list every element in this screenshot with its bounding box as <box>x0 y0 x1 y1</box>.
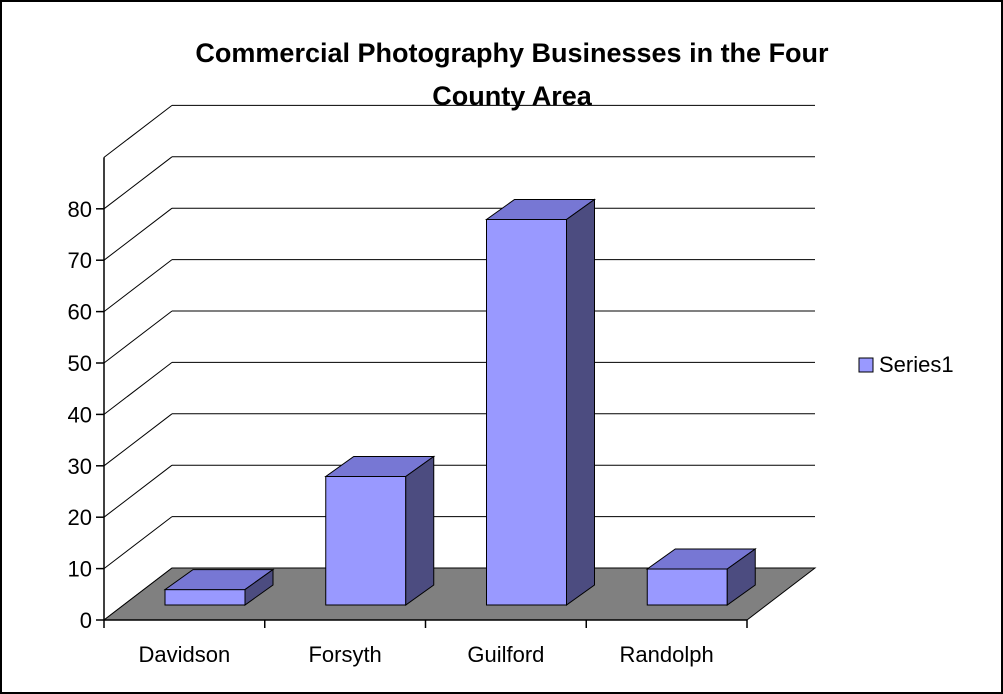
bar-davidson <box>164 589 246 606</box>
y-tick-label-20: 20 <box>68 505 92 530</box>
y-tick-label-0: 0 <box>80 608 92 633</box>
y-tick-label-70: 70 <box>68 248 92 273</box>
wall-diagonal-50 <box>103 310 173 364</box>
y-tick-label-40: 40 <box>68 402 92 427</box>
plot-area: 0 10 20 30 40 50 60 70 80 Davidson Forsyth Guilford… <box>68 104 817 667</box>
wall-diagonal-20 <box>103 464 173 518</box>
wall-diagonal-30 <box>103 413 173 467</box>
wall-diagonal-60 <box>103 259 173 312</box>
chart-title-line-2: County Area <box>432 81 593 111</box>
x-tick-label-davidson: Davidson <box>139 642 231 667</box>
bar-forsyth <box>325 476 407 606</box>
legend: Series1 <box>858 352 954 377</box>
legend-swatch-series1 <box>858 357 874 373</box>
wall-diagonal-10 <box>103 516 173 569</box>
bar-side-forsyth <box>405 455 435 606</box>
wall-diagonal-80 <box>103 156 173 210</box>
bar-guilford <box>486 219 567 606</box>
chart-title-line-1: Commercial Photography Businesses in the… <box>195 38 829 68</box>
wall-diagonal-40 <box>103 362 173 415</box>
bar-side-randolph <box>726 548 756 606</box>
bar-randolph <box>646 568 728 606</box>
y-tick-label-50: 50 <box>68 351 92 376</box>
bar-side-guilford <box>566 198 595 606</box>
x-tick-label-randolph: Randolph <box>620 642 714 667</box>
x-tick-label-guilford: Guilford <box>467 642 544 667</box>
x-tick-label-forsyth: Forsyth <box>308 642 381 667</box>
wall-diagonal-top <box>103 105 173 158</box>
wall-diagonal-70 <box>103 207 173 261</box>
y-tick-label-10: 10 <box>68 557 92 582</box>
y-tick-label-60: 60 <box>68 300 92 325</box>
y-tick-label-80: 80 <box>68 197 92 222</box>
y-tick-label-30: 30 <box>68 454 92 479</box>
legend-label-series1: Series1 <box>879 352 954 377</box>
bar-side-davidson <box>244 568 274 606</box>
